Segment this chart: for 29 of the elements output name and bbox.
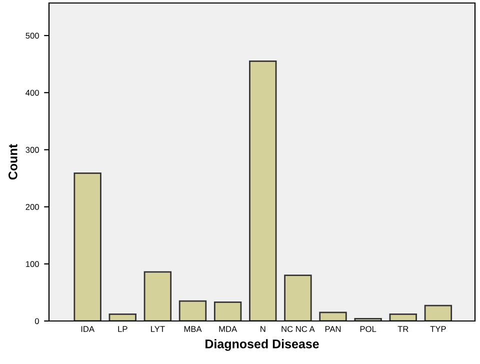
bar	[249, 60, 277, 321]
bar	[214, 301, 242, 321]
x-axis-title: Diagnosed Disease	[206, 339, 319, 351]
bar	[319, 312, 347, 321]
x-tick-label: MDA	[219, 326, 238, 332]
x-tick-label: POL	[360, 326, 376, 332]
x-tick-label: TYP	[430, 326, 446, 332]
y-tick-label: 100	[26, 261, 39, 268]
y-tick-label: 500	[26, 32, 39, 39]
x-tick-label: TR	[398, 326, 408, 332]
y-tick-label: 400	[26, 90, 39, 96]
y-tick-label: 0	[34, 318, 39, 324]
x-tick-label: PAN	[325, 326, 341, 332]
x-tick-label: NC NC A	[282, 326, 315, 332]
bar	[108, 313, 136, 321]
x-tick-label: LYT	[151, 326, 165, 332]
y-axis-title: Count	[8, 144, 18, 180]
bar	[144, 271, 172, 321]
y-tick-label: 200	[26, 204, 39, 210]
bar	[178, 300, 207, 321]
x-tick-label: MBA	[184, 326, 202, 332]
y-tick-label: 300	[26, 146, 39, 153]
x-tick-label: IDA	[81, 326, 94, 332]
x-tick-label: LP	[118, 326, 128, 332]
bar	[389, 313, 417, 321]
bar	[284, 274, 312, 321]
bar	[424, 304, 452, 321]
x-tick-label: N	[260, 326, 266, 332]
bar	[74, 172, 102, 321]
